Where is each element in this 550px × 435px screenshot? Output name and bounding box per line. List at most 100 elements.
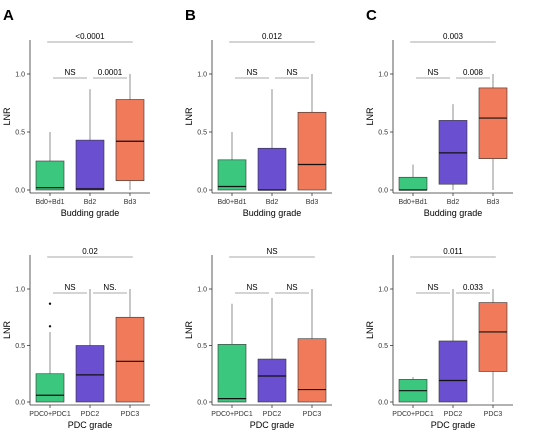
x-tick-label: Bd3 xyxy=(306,199,319,206)
box-rect xyxy=(115,99,145,182)
y-tick-label: 1.0 xyxy=(197,72,207,79)
box-rect xyxy=(75,139,105,191)
x-axis-title: Budding grade xyxy=(243,208,302,218)
box-rect xyxy=(297,111,327,191)
panel-letter: B xyxy=(185,7,196,24)
x-tick-label: PDC0+PDC1 xyxy=(211,411,253,418)
y-axis-title: LNR xyxy=(2,321,12,340)
y-tick-label: 0.0 xyxy=(15,400,25,407)
panel-5: 0.0 0.5 1.0 LNR PDC0+PDC1 PDC2 PDC3 PDC grade NS… xyxy=(184,247,332,430)
comparison-label: 0.02 xyxy=(82,247,98,256)
y-tick-label: 0.5 xyxy=(378,343,388,350)
box-1: Bd0+Bd1 xyxy=(36,132,65,206)
box-rect xyxy=(257,147,287,191)
comparison-label: NS xyxy=(266,247,277,256)
box-2: PDC2 xyxy=(438,289,468,418)
x-axis-title: PDC grade xyxy=(68,420,113,430)
panel-4: 0.0 0.5 1.0 LNR PDC0+PDC1 PDC2 PDC3 PDC grade 0.… xyxy=(2,247,150,430)
panel-3: C 0.0 0.5 1.0 LNR Bd0+Bd1 Bd2 Bd3 Budding grade 0… xyxy=(365,7,513,218)
x-tick-label: Bd3 xyxy=(487,199,500,206)
box-2: PDC2 xyxy=(257,298,287,418)
x-tick-label: PDC2 xyxy=(263,411,282,418)
box-rect xyxy=(478,87,508,159)
box-3: Bd3 xyxy=(297,74,327,206)
x-tick-label: Bd2 xyxy=(84,199,97,206)
y-tick-label: 0.5 xyxy=(197,130,207,137)
x-tick-label: PDC3 xyxy=(121,411,140,418)
box-1: PDC0+PDC1 xyxy=(392,377,434,418)
x-axis-title: Budding grade xyxy=(424,208,483,218)
y-axis-title: LNR xyxy=(2,107,12,126)
y-tick-label: 1.0 xyxy=(15,287,25,294)
x-tick-label: PDC2 xyxy=(444,411,463,418)
x-tick-label: Bd0+Bd1 xyxy=(218,199,247,206)
y-tick-label: 0.0 xyxy=(197,400,207,407)
panel-6: 0.0 0.5 1.0 LNR PDC0+PDC1 PDC2 PDC3 PDC grade 0.… xyxy=(365,247,513,430)
x-tick-label: PDC3 xyxy=(484,411,503,418)
panel-letter: C xyxy=(366,7,377,24)
box-1: PDC0+PDC1 xyxy=(211,303,253,418)
x-axis-title: PDC grade xyxy=(431,420,476,430)
y-axis-title: LNR xyxy=(184,107,194,126)
comparison-label: NS xyxy=(427,283,438,292)
panel-2: B 0.0 0.5 1.0 LNR Bd0+Bd1 Bd2 Bd3 Budding grade 0… xyxy=(184,7,332,218)
x-axis-title: Budding grade xyxy=(61,208,120,218)
x-tick-label: Bd0+Bd1 xyxy=(399,199,428,206)
y-axis-title: LNR xyxy=(365,321,375,340)
x-tick-label: PDC3 xyxy=(303,411,322,418)
comparison-label: NS xyxy=(246,68,257,77)
x-tick-label: Bd0+Bd1 xyxy=(36,199,65,206)
y-tick-label: 0.0 xyxy=(197,188,207,195)
y-axis-title: LNR xyxy=(365,107,375,126)
comparison-label: 0.003 xyxy=(443,32,464,41)
box-rect xyxy=(438,340,468,403)
box-3: Bd3 xyxy=(115,74,145,206)
box-2: PDC2 xyxy=(75,289,105,418)
box-rect xyxy=(115,316,145,403)
box-rect xyxy=(35,373,65,403)
x-axis-title: PDC grade xyxy=(250,420,295,430)
comparison-label: NS xyxy=(64,68,75,77)
y-tick-label: 1.0 xyxy=(15,72,25,79)
x-tick-label: Bd2 xyxy=(266,199,279,206)
outlier-point xyxy=(48,325,52,328)
box-1: Bd0+Bd1 xyxy=(218,132,247,206)
box-3: PDC3 xyxy=(297,289,327,418)
box-3: PDC3 xyxy=(115,289,145,418)
x-tick-label: PDC0+PDC1 xyxy=(29,411,71,418)
y-axis-title: LNR xyxy=(184,321,194,340)
comparison-label: NS xyxy=(246,283,257,292)
box-rect xyxy=(478,302,508,372)
comparison-label: NS xyxy=(286,283,297,292)
box-1: Bd0+Bd1 xyxy=(399,164,428,206)
y-tick-label: 1.0 xyxy=(378,72,388,79)
x-tick-label: Bd3 xyxy=(124,199,137,206)
comparison-label: 0.008 xyxy=(463,68,484,77)
x-tick-label: PDC0+PDC1 xyxy=(392,411,434,418)
x-tick-label: Bd2 xyxy=(447,199,460,206)
y-tick-label: 1.0 xyxy=(197,287,207,294)
box-rect xyxy=(257,358,287,403)
box-2: Bd2 xyxy=(75,89,105,206)
comparison-label: NS xyxy=(286,68,297,77)
y-tick-label: 1.0 xyxy=(378,287,388,294)
comparison-label: 0.033 xyxy=(463,283,484,292)
y-tick-label: 0.5 xyxy=(378,130,388,137)
panel-1: A 0.0 0.5 1.0 LNR Bd0+Bd1 Bd2 Bd3 Budding grade <… xyxy=(2,7,150,218)
panel-letter: A xyxy=(3,7,14,24)
y-tick-label: 0.0 xyxy=(378,188,388,195)
y-tick-label: 0.0 xyxy=(15,188,25,195)
box-rect xyxy=(297,338,327,403)
box-rect xyxy=(75,345,105,403)
box-3: PDC3 xyxy=(478,289,508,418)
y-tick-label: 0.5 xyxy=(15,130,25,137)
box-rect xyxy=(35,160,65,191)
box-1: PDC0+PDC1 xyxy=(29,302,71,418)
box-rect xyxy=(398,176,428,191)
box-2: Bd2 xyxy=(438,104,468,206)
y-tick-label: 0.5 xyxy=(197,343,207,350)
comparison-label: NS. xyxy=(103,283,116,292)
comparison-label: 0.0001 xyxy=(98,68,123,77)
box-rect xyxy=(217,344,247,403)
